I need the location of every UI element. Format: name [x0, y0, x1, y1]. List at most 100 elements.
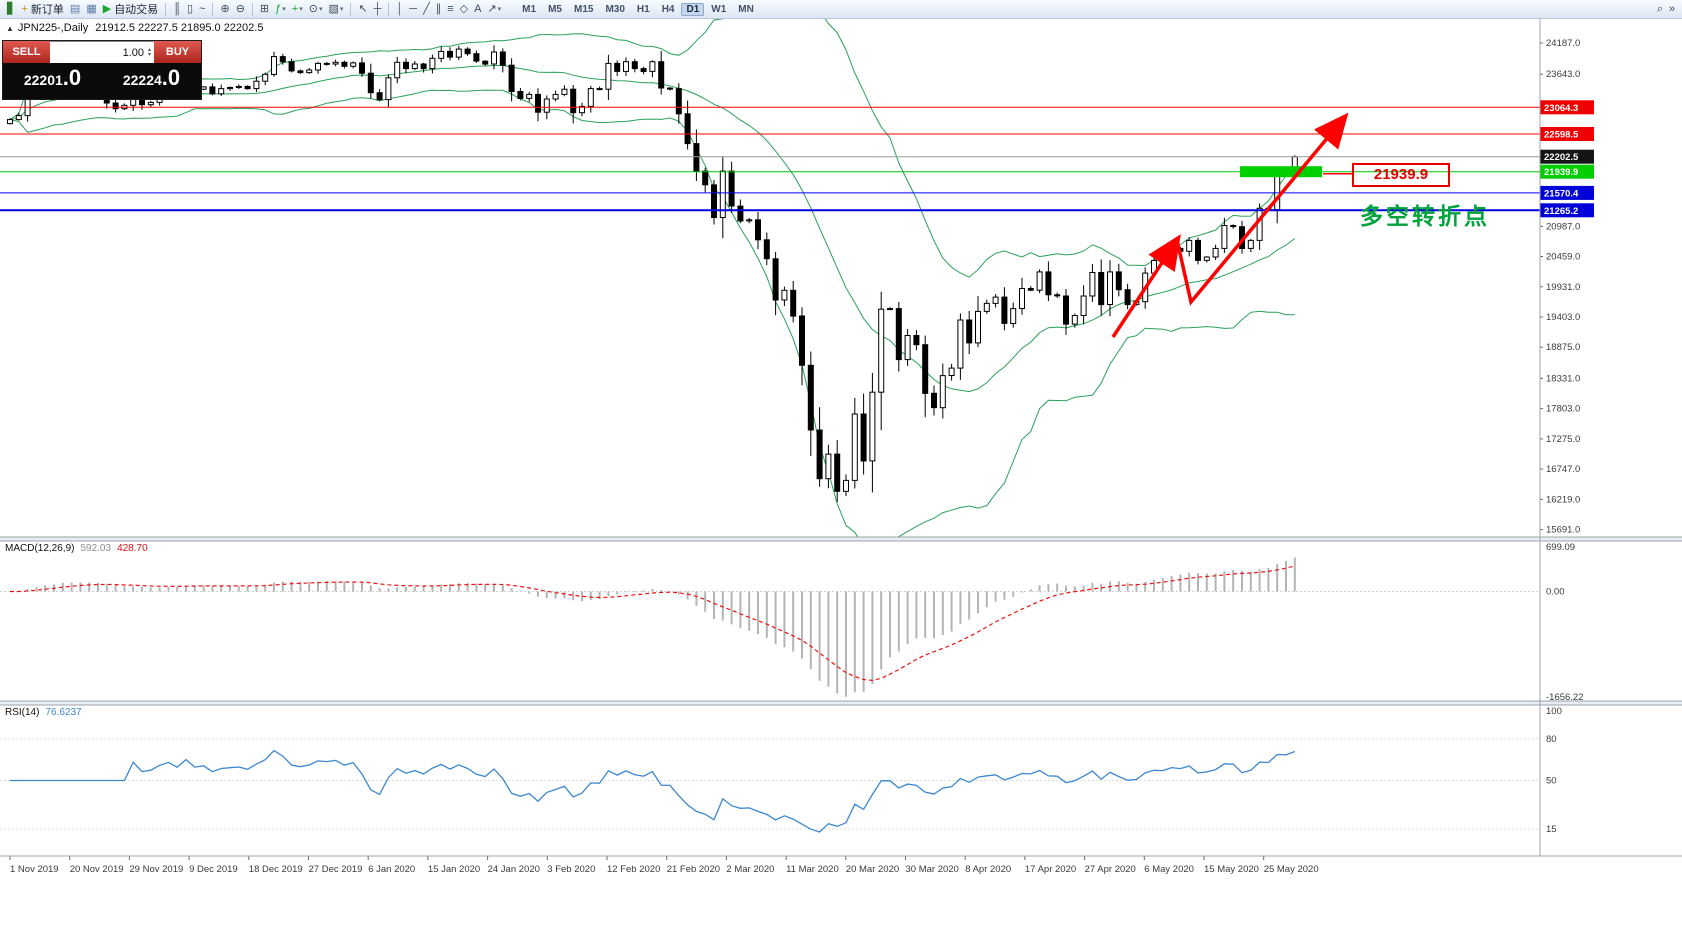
zoom-out-icon[interactable]: ⊖: [234, 1, 247, 17]
candle: [323, 62, 330, 65]
rsi-axis-label: 15: [1546, 824, 1557, 835]
price-axis-label: 17275.0: [1546, 434, 1580, 445]
date-axis-label: 21 Feb 2020: [667, 864, 720, 875]
support-highlight-rect[interactable]: [1240, 166, 1322, 178]
candle: [834, 453, 841, 492]
candle: [1098, 272, 1105, 306]
annotations-layer: [0, 106, 1540, 338]
timeframe-m15[interactable]: M15: [573, 3, 594, 15]
text-label-icon[interactable]: A: [472, 1, 483, 17]
timeframe-h1[interactable]: H1: [636, 3, 650, 15]
candle: [587, 88, 594, 107]
svg-text:22202.5: 22202.5: [1544, 152, 1579, 163]
zoom-in-icon[interactable]: ⊕: [218, 1, 231, 17]
price-callout-box[interactable]: 21939.9: [1352, 163, 1450, 187]
candle: [367, 72, 374, 94]
date-axis-label: 29 Nov 2019: [129, 864, 183, 875]
timeframe-d1[interactable]: D1: [681, 2, 705, 16]
turning-point-note[interactable]: 多空转折点: [1360, 203, 1490, 229]
toolbar-overflow-icon[interactable]: »: [1667, 1, 1677, 17]
templates-icon[interactable]: ▧ ▾: [326, 1, 345, 17]
candle: [675, 88, 682, 115]
arrows-tool-icon[interactable]: ↗ ▾: [485, 1, 503, 17]
auto-trading-button[interactable]: ▶ 自动交易: [101, 1, 160, 17]
line-chart-icon[interactable]: ~: [197, 1, 207, 17]
chevron-down-icon: ▾: [299, 6, 303, 13]
price-axis-label: 18875.0: [1546, 342, 1580, 353]
price-axis-label: 18331.0: [1546, 373, 1580, 384]
chevron-down-icon: ▾: [497, 6, 502, 13]
candle: [579, 105, 585, 114]
vertical-line-icon[interactable]: │: [394, 1, 405, 17]
new-chart-icon[interactable]: + ▾: [290, 1, 305, 17]
timeframe-m1[interactable]: M1: [522, 3, 537, 15]
lot-down-icon[interactable]: ▾: [147, 51, 151, 58]
date-axis-label: 6 May 2020: [1144, 864, 1194, 875]
date-axis-label: 18 Dec 2019: [249, 864, 303, 875]
new-order-button[interactable]: + 新订单: [19, 1, 65, 17]
candle: [983, 302, 990, 312]
buy-price-main: 22224: [122, 72, 162, 88]
timeframe-mn[interactable]: MN: [738, 3, 754, 15]
trendline-icon[interactable]: ╱: [421, 1, 432, 17]
chart-mini-icon[interactable]: ▋: [5, 1, 17, 17]
profiles-icon[interactable]: ▤: [68, 1, 82, 17]
date-axis-label: 15 Jan 2020: [428, 864, 480, 875]
sell-button[interactable]: SELL: [3, 41, 50, 63]
candle: [825, 453, 832, 480]
candle: [605, 62, 612, 90]
horizontal-line-icon[interactable]: ─: [407, 1, 419, 17]
price-axis-label: 24187.0: [1546, 38, 1580, 49]
chevron-down-icon: ▾: [339, 6, 344, 13]
chart-mini-icon: ▋: [7, 3, 16, 15]
candle: [939, 375, 946, 409]
candle: [411, 63, 418, 70]
buy-button[interactable]: BUY: [154, 41, 201, 63]
lot-size-input[interactable]: 1.00 ▴ ▾: [50, 41, 154, 63]
crosshair-icon[interactable]: ┼: [372, 1, 384, 17]
axes-layer[interactable]: 23064.3 22598.5 22202.5 21939.9 21570.4 21265…: [9, 38, 1594, 875]
candle: [1036, 271, 1043, 291]
candlestick-chart-icon[interactable]: ▯: [185, 1, 195, 17]
indicators-icon[interactable]: ƒ ▾: [273, 1, 288, 17]
candle: [1089, 272, 1096, 297]
candle: [992, 296, 999, 304]
shapes-icon[interactable]: ◇: [458, 1, 470, 17]
timeframe-h4[interactable]: H4: [661, 3, 675, 15]
buy-price[interactable]: 22224.0: [102, 63, 201, 99]
candle: [552, 93, 559, 100]
support-line-2-marker: [1540, 203, 1594, 218]
lot-up-icon[interactable]: ▴: [147, 46, 151, 53]
rsi-line: [10, 749, 1296, 833]
bar-chart-icon: ║: [173, 3, 181, 15]
candle: [1212, 247, 1219, 258]
panel-collapse-icon[interactable]: ▲: [6, 24, 14, 33]
tile-windows-icon[interactable]: ⊞: [258, 1, 271, 17]
candle: [517, 91, 524, 99]
macd-signal-value: 428.70: [117, 543, 148, 554]
candle: [332, 61, 339, 65]
candle: [420, 63, 427, 70]
candle: [376, 92, 383, 101]
bar-chart-icon[interactable]: ║: [171, 1, 183, 17]
period-icon[interactable]: ⊙ ▾: [307, 1, 325, 17]
bollinger-upper-band: [9, 18, 1296, 278]
search-icon[interactable]: ⌕: [1655, 1, 1665, 17]
chevron-down-icon: ▾: [282, 6, 286, 13]
sell-price[interactable]: 22201.0: [3, 63, 102, 99]
toolbar-separator: [388, 2, 390, 16]
pane-separator[interactable]: [0, 701, 1682, 705]
trend-arrow[interactable]: [1175, 112, 1349, 306]
timeframe-w1[interactable]: W1: [711, 3, 727, 15]
pane-separator[interactable]: [0, 537, 1682, 541]
trendline-icon: ╱: [423, 3, 430, 15]
channel-icon[interactable]: ∥: [434, 1, 444, 17]
timeframe-m30[interactable]: M30: [605, 3, 625, 15]
timeframe-m5[interactable]: M5: [548, 3, 562, 15]
profiles-icon: ▤: [69, 3, 81, 15]
cursor-icon[interactable]: ↖: [356, 1, 369, 17]
market-watch-icon[interactable]: ▦: [84, 1, 98, 17]
fibonacci-icon[interactable]: ≡: [445, 1, 455, 17]
trend-arrow[interactable]: [1111, 234, 1181, 338]
